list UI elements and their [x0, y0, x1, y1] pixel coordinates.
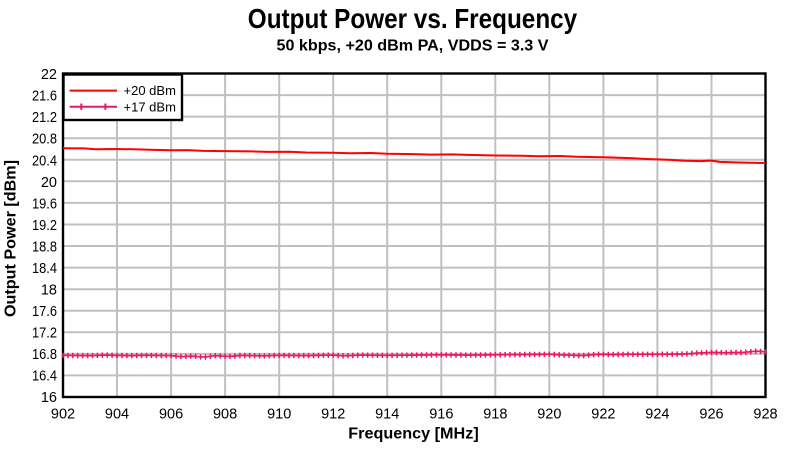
svg-text:16.4: 16.4 — [32, 368, 57, 384]
svg-text:926: 926 — [699, 407, 723, 423]
svg-text:914: 914 — [375, 407, 399, 423]
svg-text:20.8: 20.8 — [32, 132, 57, 148]
svg-text:16: 16 — [41, 390, 57, 406]
svg-text:+17 dBm: +17 dBm — [124, 99, 176, 114]
svg-text:+20 dBm: +20 dBm — [124, 83, 176, 98]
svg-text:922: 922 — [591, 407, 615, 423]
svg-text:912: 912 — [321, 407, 345, 423]
svg-text:906: 906 — [159, 407, 183, 423]
svg-text:17.6: 17.6 — [32, 304, 57, 320]
svg-text:908: 908 — [213, 407, 237, 423]
svg-text:924: 924 — [645, 407, 669, 423]
svg-text:916: 916 — [429, 407, 453, 423]
svg-text:Output Power [dBm]: Output Power [dBm] — [3, 160, 20, 317]
svg-text:21.6: 21.6 — [32, 89, 57, 105]
svg-text:17.2: 17.2 — [32, 325, 57, 341]
svg-text:18.4: 18.4 — [32, 261, 57, 277]
svg-text:18.8: 18.8 — [32, 239, 57, 255]
svg-text:920: 920 — [537, 407, 561, 423]
svg-text:902: 902 — [51, 407, 75, 423]
svg-text:21.2: 21.2 — [32, 110, 57, 126]
svg-text:Output Power vs. Frequency: Output Power vs. Frequency — [248, 3, 578, 35]
svg-text:918: 918 — [483, 407, 507, 423]
svg-text:19.6: 19.6 — [32, 196, 57, 212]
svg-text:22: 22 — [41, 67, 57, 83]
svg-text:18: 18 — [41, 282, 57, 298]
svg-text:19.2: 19.2 — [32, 218, 57, 234]
svg-text:16.8: 16.8 — [32, 347, 57, 363]
svg-text:20: 20 — [41, 175, 57, 191]
svg-text:20.4: 20.4 — [32, 153, 57, 169]
svg-text:Frequency [MHz]: Frequency [MHz] — [348, 425, 479, 442]
svg-text:904: 904 — [105, 407, 129, 423]
svg-text:910: 910 — [267, 407, 291, 423]
svg-text:928: 928 — [753, 407, 777, 423]
svg-text:50 kbps, +20 dBm PA, VDDS = 3.: 50 kbps, +20 dBm PA, VDDS = 3.3 V — [277, 38, 549, 55]
